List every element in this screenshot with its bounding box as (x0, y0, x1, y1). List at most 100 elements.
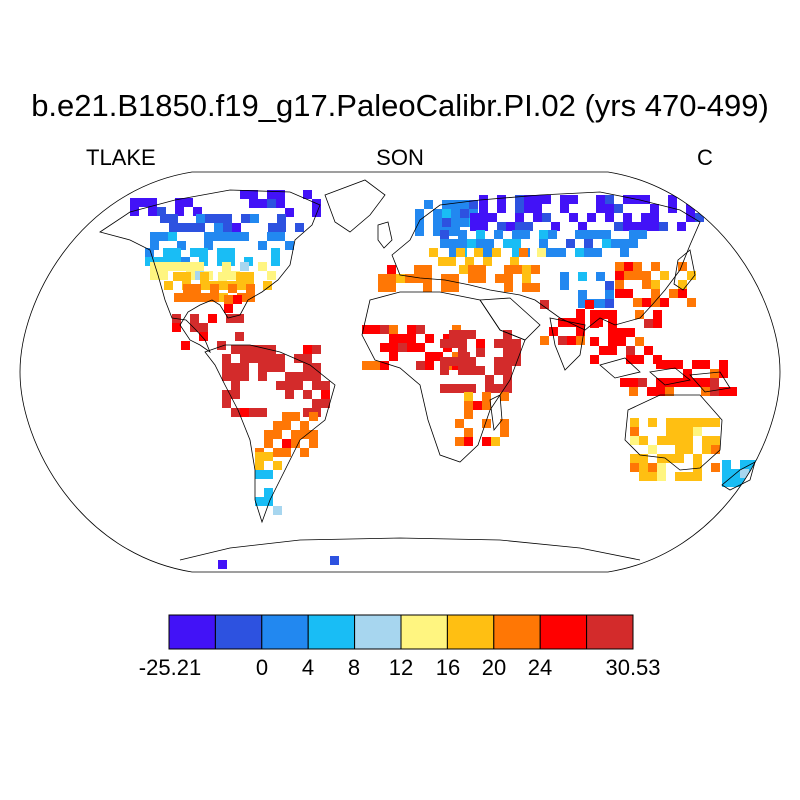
grid-cell-arctic-canada (249, 199, 258, 208)
grid-cell-southern-canada (163, 257, 172, 266)
grid-cell-china-east (642, 280, 651, 289)
grid-cell-patagonia (264, 488, 273, 497)
grid-cell-australia (639, 454, 648, 463)
grid-cell-southeast-asia (617, 328, 626, 337)
grid-cell-mediterranean (531, 283, 540, 292)
grid-cell-siberia (650, 204, 659, 213)
grid-cell-amazon (312, 345, 321, 354)
grid-cell-europe-south (465, 257, 474, 266)
grid-cell-east-africa (440, 384, 449, 393)
grid-cell-amazon (240, 354, 249, 363)
units-label: C (697, 145, 713, 170)
grid-cell-amazon (294, 381, 303, 390)
grid-cell-amazon (312, 363, 321, 372)
grid-cell-australia (657, 454, 666, 463)
grid-cell-maritime-continent (647, 387, 656, 396)
grid-cell-new-zealand (740, 487, 749, 496)
grid-cell-east-africa (512, 348, 521, 357)
grid-cell-mediterranean (378, 274, 387, 283)
grid-cell-us-south (219, 293, 228, 302)
grid-cell-florida-gulf (224, 304, 233, 313)
grid-cell-southern-canada (199, 248, 208, 257)
grid-cell-siberia (605, 195, 614, 204)
grid-cell-india (549, 327, 558, 336)
grid-cell-east-africa (503, 339, 512, 348)
grid-cell-central-asia (620, 239, 629, 248)
grid-cell-china-east (624, 271, 633, 280)
grid-cell-canada (178, 223, 187, 232)
grid-cell-east-africa (467, 330, 476, 339)
grid-cell-east-africa (449, 384, 458, 393)
grid-cell-arctic-canada (285, 208, 294, 217)
grid-cell-scandinavia (433, 209, 442, 218)
grid-cell-amazon (285, 372, 294, 381)
grid-cell-us-north (150, 262, 159, 271)
grid-cell-us-mid (182, 272, 191, 281)
grid-cell-australia (693, 463, 702, 472)
grid-cell-siberia (641, 195, 650, 204)
grid-cell-australia (666, 427, 675, 436)
grid-cell-scandinavia (460, 218, 469, 227)
grid-cell-central-asia (629, 239, 638, 248)
variable-label: TLAKE (86, 145, 156, 170)
grid-cell-china-east (678, 262, 687, 271)
grid-cell-east-africa (485, 384, 494, 393)
grid-cell-us-south (210, 284, 219, 293)
grid-cell-mediterranean (387, 283, 396, 292)
grid-cell-patagonia (255, 470, 264, 479)
grid-cell-southern-canada (181, 257, 190, 266)
grid-cell-australia (684, 445, 693, 454)
grid-cell-australia (684, 436, 693, 445)
grid-cell-amazon (321, 390, 330, 399)
grid-cell-maritime-continent (719, 369, 728, 378)
grid-cell-maritime-continent (629, 387, 638, 396)
grid-cell-us-north (195, 271, 204, 280)
grid-cell-canada (187, 223, 196, 232)
grid-cell-central-america (190, 323, 199, 332)
grid-cell-amazon (267, 345, 276, 354)
grid-cell-mediterranean (468, 274, 477, 283)
grid-cell-tibet (596, 272, 605, 281)
grid-cell-central-asia (629, 230, 638, 239)
grid-cell-canada (169, 223, 178, 232)
grid-cell-us-mid (218, 272, 227, 281)
grid-cell-amazon (231, 408, 240, 417)
grid-cell-europe-south (438, 257, 447, 266)
grid-cell-amazon (294, 372, 303, 381)
grid-cell-china-east (651, 262, 660, 271)
grid-cell-southeast-asia (599, 310, 608, 319)
grid-cell-southeast-asia (590, 310, 599, 319)
grid-cell-amazon (276, 381, 285, 390)
grid-cell-us-south (201, 293, 210, 302)
grid-cell-australia (630, 427, 639, 436)
grid-cell-central-asia (440, 239, 449, 248)
colorbar (168, 614, 634, 650)
grid-cell-maritime-continent (620, 378, 629, 387)
grid-cell-china-east (678, 280, 687, 289)
grid-cell-canada-south (204, 241, 213, 250)
grid-cell-australia (648, 418, 657, 427)
grid-cell-maritime-continent (692, 360, 701, 369)
grid-cell-east-africa (449, 357, 458, 366)
grid-cell-australia (657, 463, 666, 472)
grid-cell-east-africa (512, 339, 521, 348)
grid-cell-arctic-canada (148, 198, 157, 207)
grid-cell-australia (684, 427, 693, 436)
grid-cell-us-mid (173, 272, 182, 281)
grid-cell-east-africa (503, 384, 512, 393)
grid-cell-amazon (249, 354, 258, 363)
grid-cell-east-africa (503, 375, 512, 384)
grid-cell-east-africa (458, 339, 467, 348)
grid-cell-scandinavia (424, 200, 433, 209)
grid-cell-central-asia (584, 239, 593, 248)
grid-cell-sahel (398, 343, 407, 352)
grid-cell-siberia (524, 204, 533, 213)
grid-cell-china-east (633, 271, 642, 280)
grid-cell-canada (268, 223, 277, 232)
grid-cell-southeast-asia (644, 346, 653, 355)
grid-cell-australia (639, 472, 648, 481)
grid-cell-us-mid (245, 272, 254, 281)
grid-cell-east-africa (440, 366, 449, 375)
grid-cell-maritime-continent (656, 360, 665, 369)
